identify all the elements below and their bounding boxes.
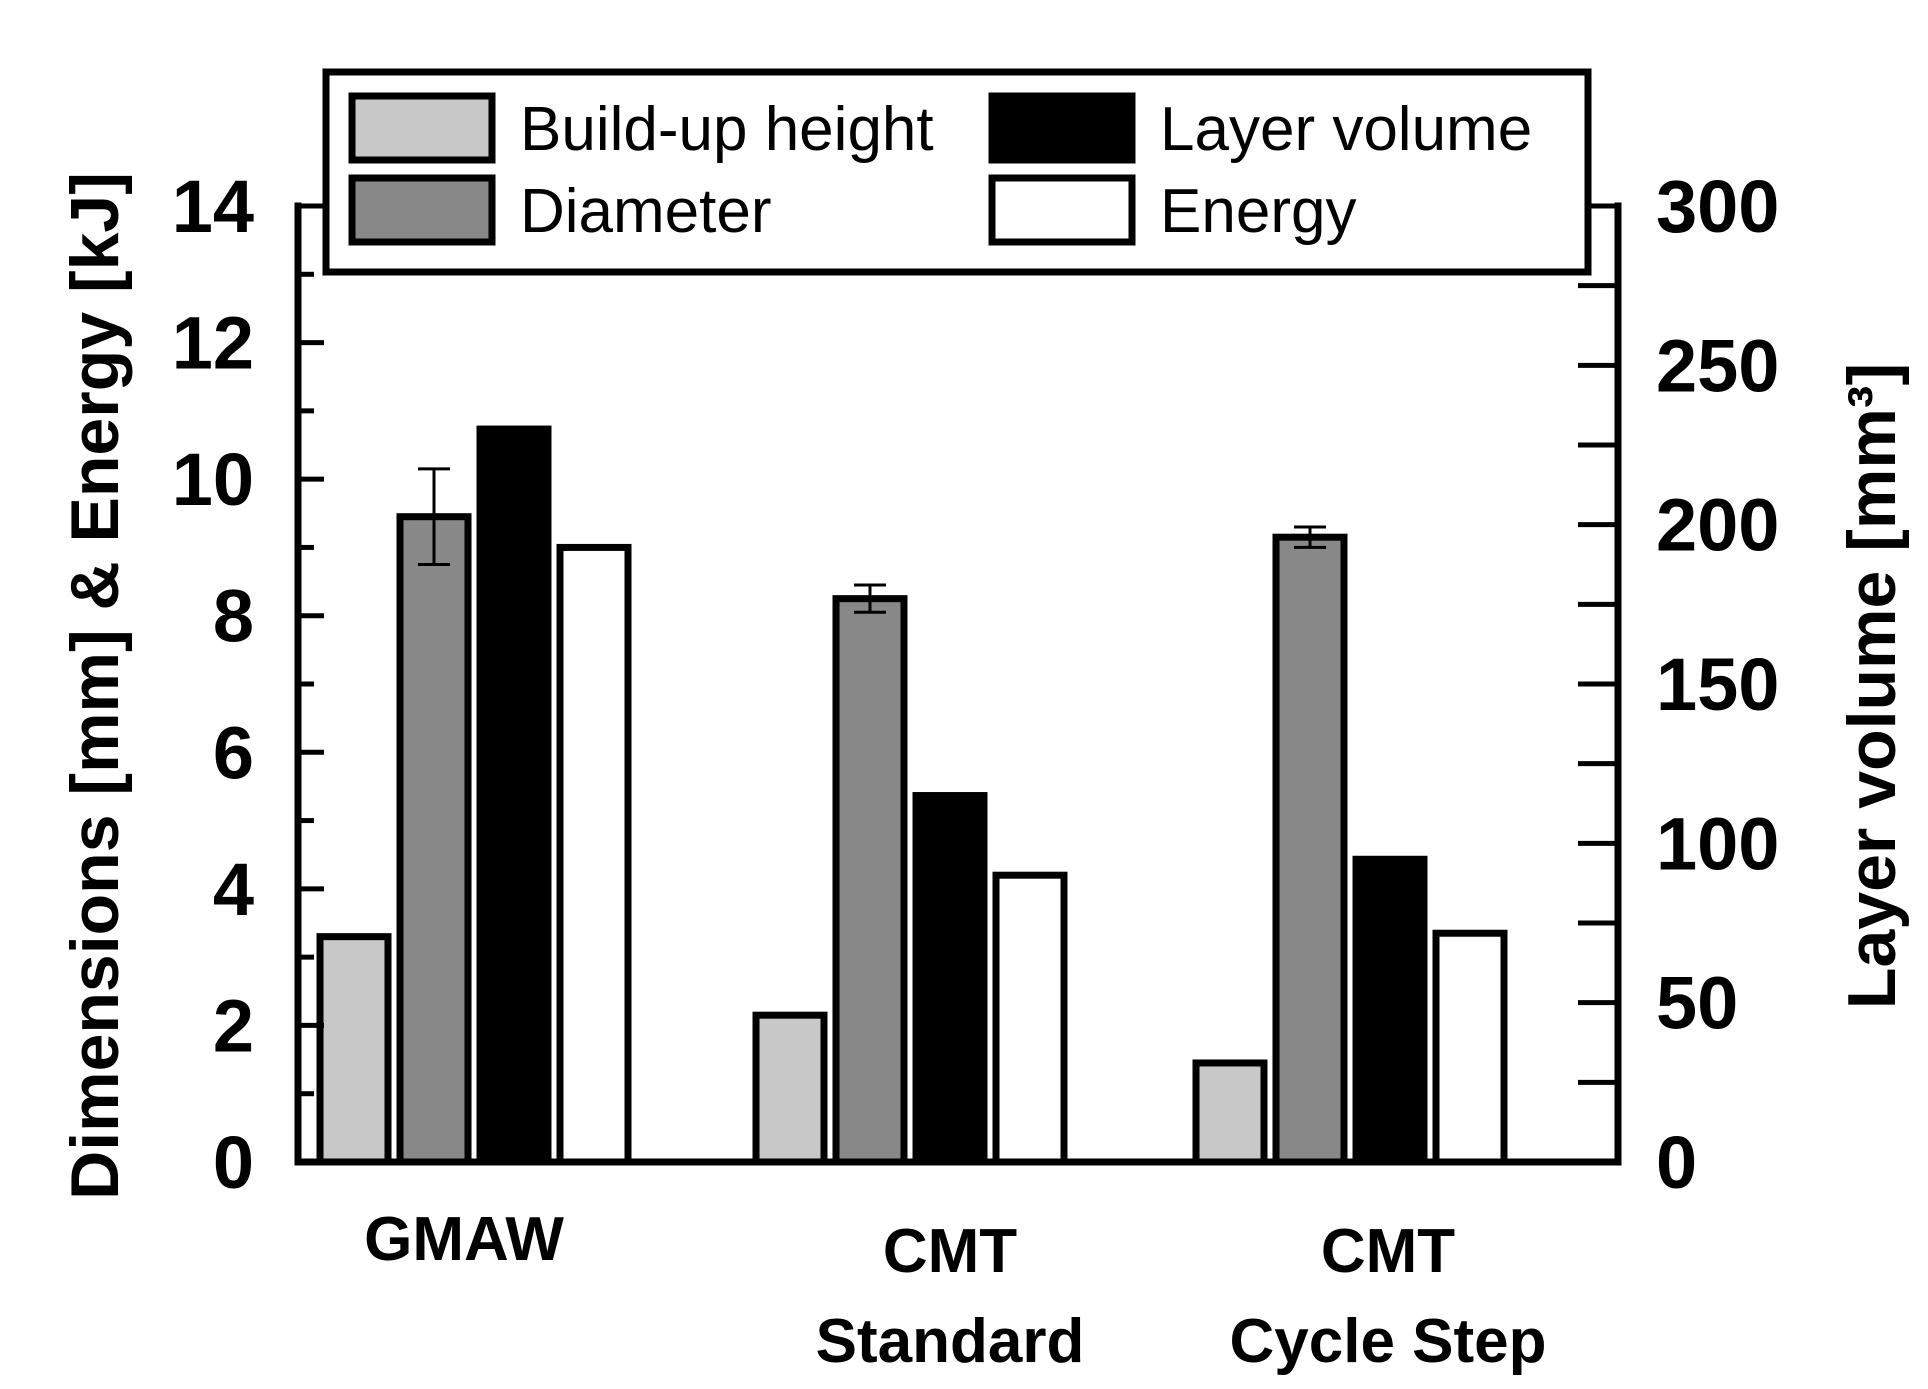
legend-swatch-build-up-height bbox=[348, 92, 496, 164]
legend-label-diameter: Diameter bbox=[520, 177, 772, 246]
bar-energy-0 bbox=[556, 543, 632, 1166]
bar-layer-volume-1 bbox=[912, 792, 988, 1166]
right-tick-label-0: 0 bbox=[1656, 1121, 1697, 1204]
right-tick-label-6: 300 bbox=[1656, 165, 1779, 248]
bar-energy-2 bbox=[1432, 929, 1508, 1166]
left-tick-label-7: 14 bbox=[172, 165, 254, 248]
bar-diameter-0 bbox=[396, 513, 472, 1166]
right-tick-label-1: 50 bbox=[1656, 962, 1738, 1045]
legend-label-layer-volume: Layer volume bbox=[1160, 95, 1532, 164]
category-label-2-0: CMT bbox=[1321, 1217, 1455, 1286]
right-axis-title: Layer volume [mm³] bbox=[1834, 363, 1910, 1009]
legend-swatch-energy bbox=[988, 174, 1136, 246]
right-tick-label-2: 100 bbox=[1656, 802, 1779, 885]
bar-diameter-2 bbox=[1272, 533, 1348, 1166]
category-label-1-1: Standard bbox=[816, 1307, 1085, 1376]
left-tick-label-0: 0 bbox=[213, 1121, 254, 1204]
bar-build-up-height-0 bbox=[316, 933, 392, 1166]
legend-swatch-diameter bbox=[348, 174, 496, 246]
bar-energy-1 bbox=[992, 871, 1068, 1166]
legend-label-energy: Energy bbox=[1160, 177, 1356, 246]
left-tick-label-5: 10 bbox=[172, 438, 254, 521]
bar-layer-volume-0 bbox=[476, 425, 552, 1166]
right-tick-label-3: 150 bbox=[1656, 643, 1779, 726]
left-axis-title: Dimensions [mm] & Energy [kJ] bbox=[57, 172, 133, 1200]
left-tick-label-2: 4 bbox=[213, 848, 254, 931]
legend-swatch-layer-volume bbox=[988, 92, 1136, 164]
right-tick-label-4: 200 bbox=[1656, 484, 1779, 567]
left-tick-label-3: 6 bbox=[213, 711, 254, 794]
category-label-1-0: CMT bbox=[883, 1217, 1017, 1286]
left-tick-label-4: 8 bbox=[213, 575, 254, 658]
left-tick-label-1: 2 bbox=[213, 984, 254, 1067]
right-tick-label-5: 250 bbox=[1656, 324, 1779, 407]
category-label-0-0: GMAW bbox=[364, 1205, 564, 1274]
bar-layer-volume-2 bbox=[1352, 855, 1428, 1166]
legend-box bbox=[322, 68, 1592, 276]
category-label-2-1: Cycle Step bbox=[1229, 1307, 1546, 1376]
bar-build-up-height-2 bbox=[1192, 1059, 1268, 1166]
bar-diameter-1 bbox=[832, 595, 908, 1166]
left-tick-label-6: 12 bbox=[172, 302, 254, 385]
bar-build-up-height-1 bbox=[752, 1011, 828, 1166]
legend-label-build-up-height: Build-up height bbox=[520, 95, 934, 164]
